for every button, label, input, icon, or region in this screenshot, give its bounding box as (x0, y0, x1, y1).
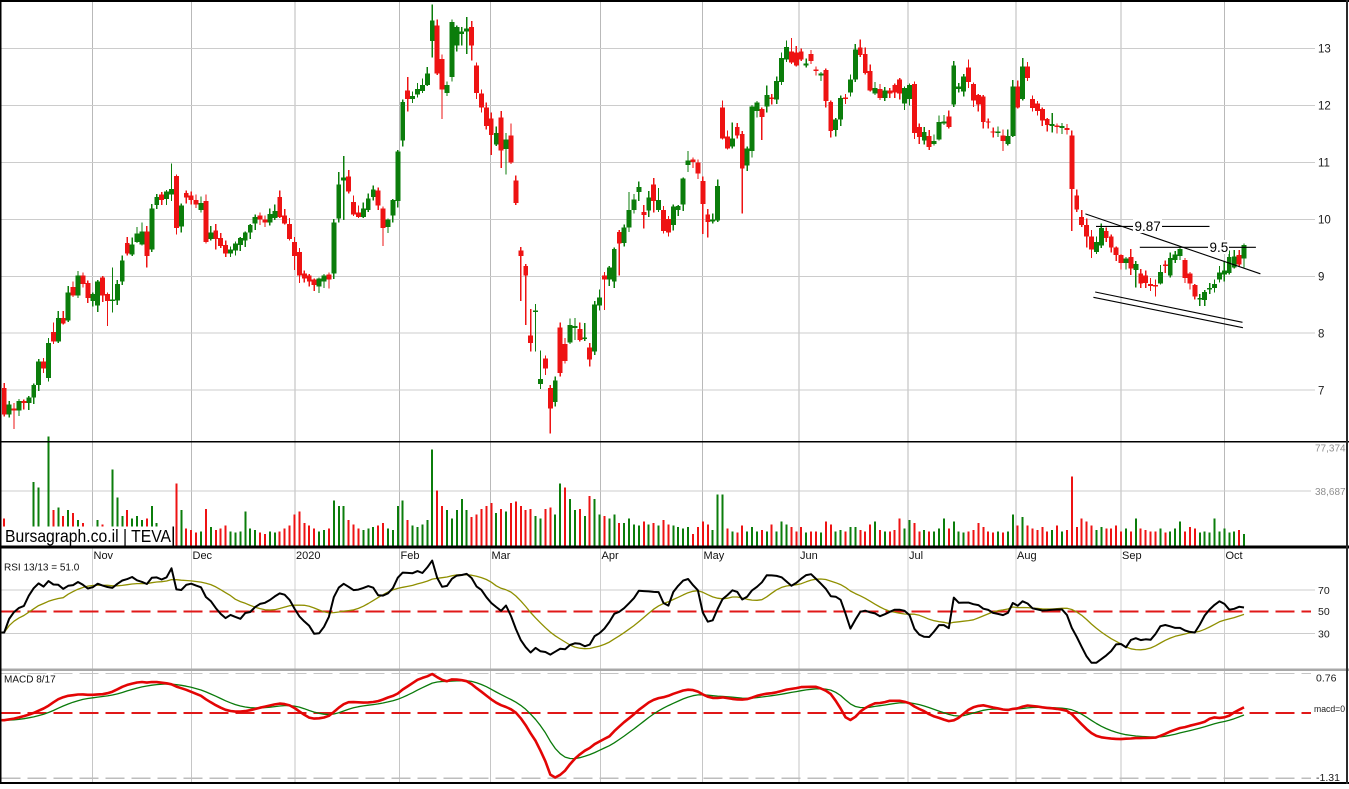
svg-text:70: 70 (1318, 585, 1330, 597)
svg-text:MACD 8/17: MACD 8/17 (4, 675, 56, 686)
svg-text:13: 13 (1318, 44, 1331, 56)
svg-text:9.87: 9.87 (1135, 219, 1161, 234)
svg-text:7: 7 (1318, 385, 1324, 397)
svg-text:9.5: 9.5 (1210, 240, 1229, 255)
svg-text:9: 9 (1318, 272, 1324, 284)
svg-text:0.76: 0.76 (1316, 673, 1337, 685)
svg-text:macd=0: macd=0 (1314, 704, 1345, 715)
svg-text:Jul: Jul (909, 550, 923, 562)
svg-text:-1.31: -1.31 (1316, 772, 1340, 784)
svg-text:May: May (704, 550, 725, 562)
svg-text:Sep: Sep (1122, 550, 1142, 562)
svg-text:Feb: Feb (401, 550, 420, 562)
svg-text:50: 50 (1318, 606, 1330, 618)
svg-text:12: 12 (1318, 101, 1331, 113)
svg-text:Jun: Jun (800, 550, 818, 562)
svg-text:Nov: Nov (94, 550, 114, 562)
svg-text:30: 30 (1318, 629, 1330, 641)
svg-text:Aug: Aug (1017, 550, 1037, 562)
svg-text:RSI 13/13 = 51.0: RSI 13/13 = 51.0 (4, 563, 80, 574)
svg-text:38,687: 38,687 (1315, 487, 1346, 498)
svg-text:11: 11 (1318, 158, 1330, 170)
svg-text:Apr: Apr (602, 550, 619, 562)
svg-text:77,374: 77,374 (1315, 444, 1346, 455)
svg-text:Oct: Oct (1226, 550, 1243, 562)
svg-text:8: 8 (1318, 328, 1324, 340)
svg-text:Dec: Dec (193, 550, 213, 562)
svg-text:10: 10 (1318, 215, 1331, 227)
svg-text:2020: 2020 (296, 550, 320, 562)
svg-text:Bursagraph.co.il | TEVA: Bursagraph.co.il | TEVA (5, 526, 171, 546)
svg-text:Mar: Mar (492, 550, 511, 562)
